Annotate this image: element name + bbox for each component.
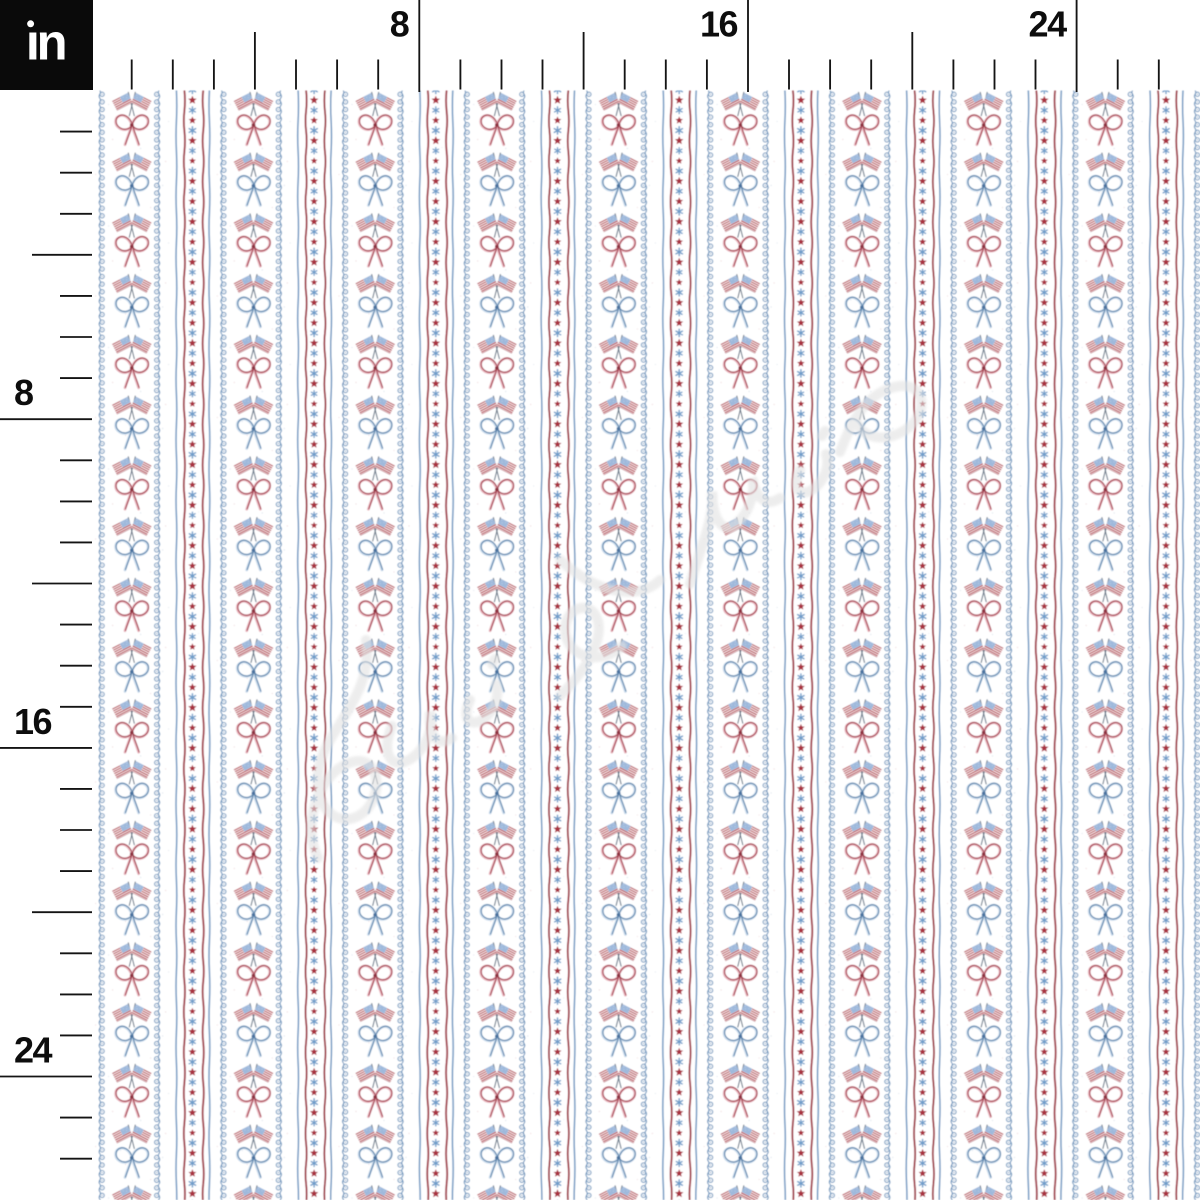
svg-text:16: 16 xyxy=(14,701,52,742)
svg-text:24: 24 xyxy=(1029,3,1068,44)
svg-text:8: 8 xyxy=(390,3,409,44)
svg-text:16: 16 xyxy=(700,3,738,44)
svg-text:8: 8 xyxy=(14,372,33,413)
svg-text:24: 24 xyxy=(14,1030,53,1071)
